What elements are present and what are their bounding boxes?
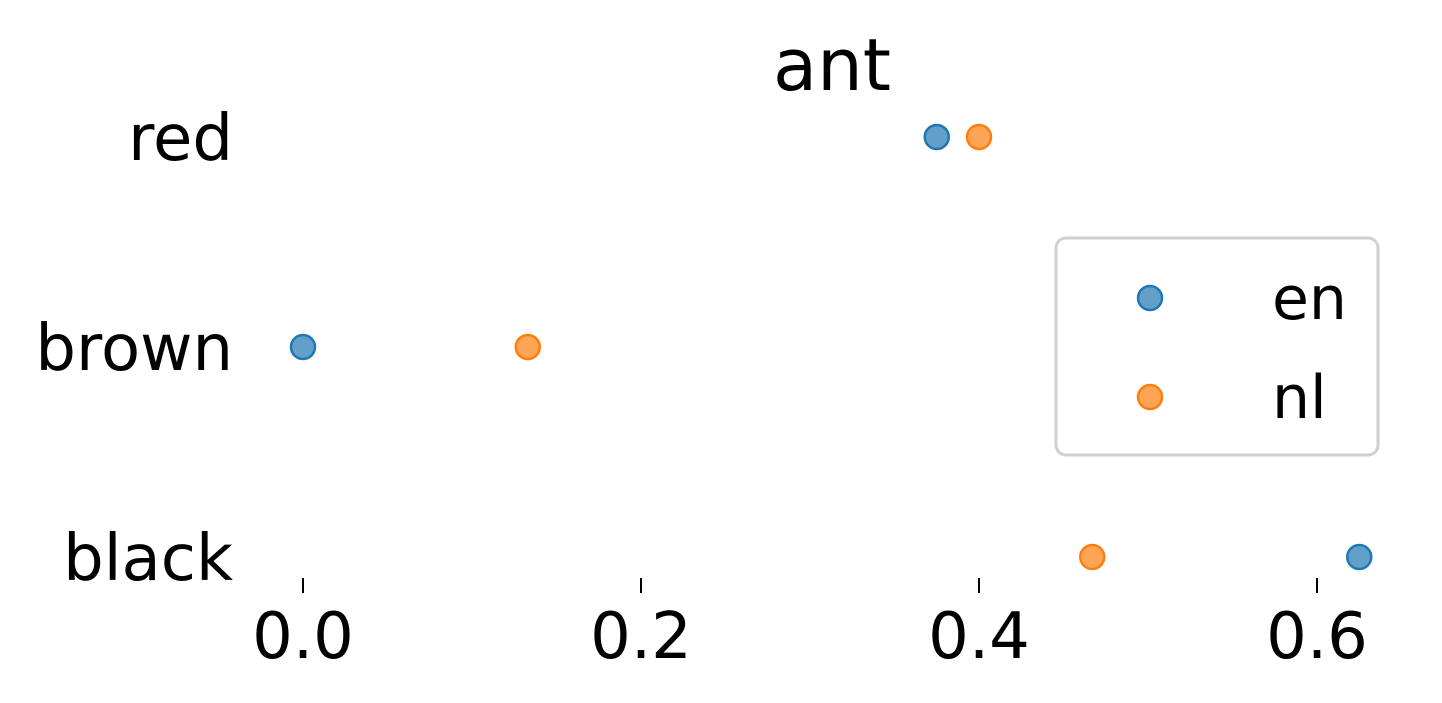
legend-frame (1054, 236, 1380, 457)
y-axis-labels: red brown black (35, 102, 233, 596)
x-tick-label: 0.6 (1266, 600, 1368, 674)
legend: en nl (1054, 236, 1380, 457)
point-nl-red (965, 123, 993, 151)
y-label-brown: brown (35, 312, 233, 386)
legend-label-en: en (1272, 264, 1347, 334)
legend-label-nl: nl (1272, 363, 1327, 433)
legend-marker-en (1136, 284, 1164, 312)
legend-marker-nl (1136, 383, 1164, 411)
x-axis-ticks: 0.0 0.2 0.4 0.6 (252, 578, 1368, 674)
x-tick-label: 0.2 (590, 600, 692, 674)
x-tick-label: 0.0 (252, 600, 354, 674)
y-label-red: red (128, 102, 233, 176)
point-nl-black (1078, 543, 1106, 571)
x-tick-label: 0.4 (928, 600, 1030, 674)
chart-title: ant (773, 23, 891, 107)
data-points (289, 123, 1373, 571)
point-nl-brown (514, 333, 542, 361)
y-label-black: black (63, 522, 233, 596)
point-en-brown (289, 333, 317, 361)
point-en-black (1346, 543, 1373, 571)
point-en-red (923, 123, 950, 151)
